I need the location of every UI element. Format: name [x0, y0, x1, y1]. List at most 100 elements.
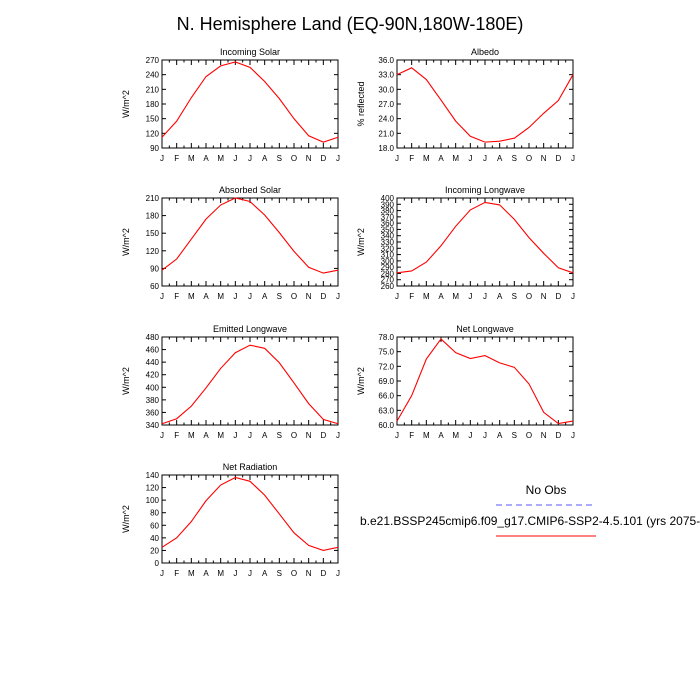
- x-tick-label: O: [291, 292, 297, 301]
- x-tick-label: J: [336, 292, 340, 301]
- x-tick-label: M: [188, 569, 195, 578]
- series-line-model: [396, 338, 574, 425]
- y-tick-label: 120: [146, 129, 160, 138]
- x-tick-label: J: [160, 569, 164, 578]
- plot-frame: [161, 336, 339, 426]
- y-tick-label: 21.0: [378, 129, 394, 138]
- x-tick-label: J: [395, 154, 399, 163]
- y-tick-label: 150: [146, 115, 160, 124]
- x-tick-label: M: [217, 431, 224, 440]
- y-axis-label: W/m^2: [121, 90, 131, 118]
- x-tick-label: A: [497, 292, 503, 301]
- x-tick-label: D: [320, 292, 326, 301]
- x-tick-label: A: [497, 154, 503, 163]
- y-tick-label: 340: [381, 232, 395, 241]
- y-tick-label: 320: [381, 244, 395, 253]
- x-tick-label: S: [277, 431, 282, 440]
- x-tick-label: A: [262, 431, 268, 440]
- y-axis-label: W/m^2: [121, 228, 131, 256]
- y-tick-label: 90: [150, 144, 159, 153]
- panel-title: Net Longwave: [456, 324, 514, 334]
- panel-title: Incoming Longwave: [445, 185, 525, 195]
- x-tick-label: M: [423, 292, 430, 301]
- x-tick-label: A: [497, 431, 503, 440]
- x-tick-label: J: [571, 292, 575, 301]
- x-tick-label: M: [217, 292, 224, 301]
- x-tick-label: N: [306, 569, 312, 578]
- x-tick-label: J: [248, 154, 252, 163]
- y-tick-label: 20: [150, 546, 159, 555]
- y-tick-label: 480: [146, 333, 160, 342]
- x-tick-label: O: [291, 431, 297, 440]
- chart-panel: Emitted Longwave W/m^2 340 360 380 400 420 440 4…: [121, 324, 340, 440]
- x-tick-label: J: [336, 431, 340, 440]
- x-tick-label: A: [262, 154, 268, 163]
- panel-title: Albedo: [471, 47, 499, 57]
- x-tick-label: J: [468, 431, 472, 440]
- x-tick-label: A: [438, 431, 444, 440]
- chart-panel: Net Longwave W/m^2 60.0 63.0 66.0 69.0 72.0 75.…: [356, 324, 575, 440]
- x-tick-label: D: [320, 569, 326, 578]
- y-tick-label: 270: [146, 56, 160, 65]
- y-tick-label: 380: [381, 207, 395, 216]
- y-tick-label: 460: [146, 346, 160, 355]
- plot-frame: [161, 59, 339, 149]
- legend: No Obs b.e21.BSSP245cmip6.f09_g17.CMIP6-…: [360, 483, 700, 537]
- x-tick-label: A: [262, 569, 268, 578]
- x-tick-label: N: [306, 292, 312, 301]
- y-tick-label: 370: [381, 213, 395, 222]
- y-tick-label: 210: [146, 194, 160, 203]
- y-tick-label: 280: [381, 269, 395, 278]
- series-line-model: [396, 201, 574, 274]
- y-tick-label: 330: [381, 238, 395, 247]
- y-tick-label: 300: [381, 257, 395, 266]
- y-tick-label: 27.0: [378, 100, 394, 109]
- x-tick-label: F: [174, 292, 179, 301]
- y-tick-label: 150: [146, 229, 160, 238]
- x-tick-label: J: [233, 292, 237, 301]
- y-tick-label: 180: [146, 100, 160, 109]
- series-line-model: [161, 61, 339, 143]
- plot-frame: [396, 197, 574, 287]
- x-tick-label: J: [395, 292, 399, 301]
- plot-frame: [161, 474, 339, 564]
- x-tick-label: A: [203, 569, 209, 578]
- x-tick-label: M: [423, 154, 430, 163]
- y-tick-label: 40: [150, 534, 159, 543]
- x-tick-label: S: [512, 431, 517, 440]
- y-tick-label: 120: [146, 247, 160, 256]
- y-tick-label: 72.0: [378, 362, 394, 371]
- x-tick-label: F: [174, 154, 179, 163]
- x-tick-label: F: [409, 292, 414, 301]
- panel-title: Emitted Longwave: [213, 324, 287, 334]
- plot-frame: [396, 59, 574, 149]
- x-tick-label: J: [336, 154, 340, 163]
- y-tick-label: 66.0: [378, 392, 394, 401]
- y-tick-label: 360: [381, 219, 395, 228]
- x-tick-label: J: [160, 431, 164, 440]
- x-tick-label: A: [438, 292, 444, 301]
- y-tick-label: 33.0: [378, 71, 394, 80]
- x-tick-label: J: [468, 292, 472, 301]
- y-tick-label: 360: [146, 408, 160, 417]
- x-tick-label: N: [306, 154, 312, 163]
- plot-frame: [161, 197, 339, 287]
- x-tick-label: J: [571, 154, 575, 163]
- x-tick-label: A: [203, 154, 209, 163]
- x-tick-label: J: [483, 154, 487, 163]
- x-tick-label: J: [468, 154, 472, 163]
- y-tick-label: 30.0: [378, 85, 394, 94]
- x-tick-label: M: [423, 431, 430, 440]
- x-tick-label: D: [320, 431, 326, 440]
- panel-title: Incoming Solar: [220, 47, 280, 57]
- x-tick-label: M: [188, 154, 195, 163]
- x-tick-label: O: [526, 154, 532, 163]
- y-tick-label: 270: [381, 276, 395, 285]
- x-tick-label: O: [291, 569, 297, 578]
- y-tick-label: 24.0: [378, 115, 394, 124]
- x-tick-label: J: [160, 292, 164, 301]
- x-tick-label: M: [452, 431, 459, 440]
- x-tick-label: J: [395, 431, 399, 440]
